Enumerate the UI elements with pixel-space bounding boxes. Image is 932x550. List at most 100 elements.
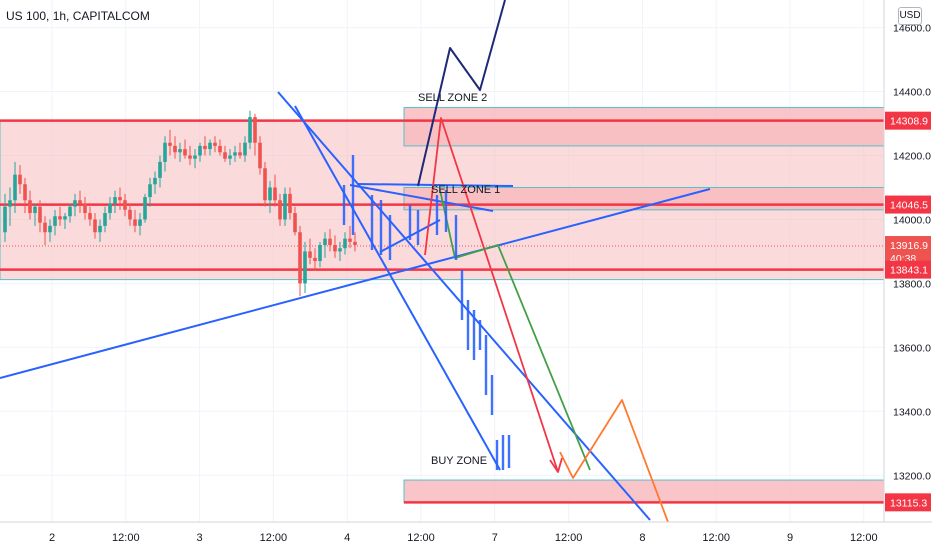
candle-body — [88, 213, 92, 220]
candle-body — [143, 197, 147, 220]
candle-body — [253, 117, 257, 143]
time-tick-label: 12:00 — [702, 532, 730, 544]
candle-body — [168, 142, 172, 146]
time-tick-label: 7 — [492, 532, 498, 544]
candle-body — [243, 142, 247, 156]
candle-body — [108, 203, 112, 214]
time-tick-label: 12:00 — [260, 532, 288, 544]
candle-body — [223, 152, 227, 159]
time-tick-label: 12:00 — [407, 532, 435, 544]
candle-body — [33, 206, 37, 214]
channel-line-upper — [277, 91, 651, 521]
candle-body — [43, 222, 47, 233]
candle-body — [303, 251, 307, 284]
candle-body — [23, 184, 27, 201]
price-tick-label: 13400.0 — [893, 406, 931, 418]
symbol-title: US 100, 1h, CAPITALCOM — [6, 9, 150, 23]
candle-body — [313, 257, 317, 262]
projection-path-orange — [559, 399, 669, 523]
candle-body — [268, 187, 272, 201]
candles-layer — [3, 110, 357, 297]
level-price-label: 13843.1 — [890, 265, 928, 277]
candle-body — [338, 248, 342, 252]
current-price-label: 13916.9 — [890, 240, 928, 252]
time-tick-label: 12:00 — [850, 532, 878, 544]
candle-body — [153, 177, 157, 185]
channel-line-lower — [294, 105, 501, 471]
price-tick-label: 14600.0 — [893, 23, 931, 35]
candle-body — [263, 168, 267, 201]
candle-body — [213, 142, 217, 146]
candle-body — [198, 145, 202, 156]
candle-body — [188, 155, 192, 159]
candle-body — [233, 152, 237, 156]
candle-body — [298, 232, 302, 284]
time-tick-label: 12:00 — [112, 532, 140, 544]
candle-body — [58, 216, 62, 220]
candle-body — [178, 149, 182, 153]
candle-body — [8, 200, 12, 207]
projection-path-red — [424, 117, 559, 473]
candle-body — [273, 187, 277, 201]
candle-body — [288, 193, 292, 214]
candle-body — [278, 200, 282, 220]
candle-body — [343, 238, 347, 249]
zone-label: SELL ZONE 2 — [418, 92, 487, 104]
candle-body — [148, 184, 152, 198]
candle-body — [218, 145, 222, 153]
candle-body — [83, 203, 87, 214]
candle-body — [18, 174, 22, 185]
candle-body — [103, 213, 107, 226]
zone-box — [403, 107, 885, 147]
level-price-tag — [885, 260, 931, 279]
candle-body — [323, 238, 327, 246]
level-price-label: 13115.3 — [890, 497, 927, 509]
time-axis-bg — [0, 522, 932, 550]
candle-body — [123, 200, 127, 210]
candle-body — [293, 213, 297, 233]
trend-line — [0, 188, 711, 379]
candle-body — [133, 219, 137, 226]
candle-body — [318, 245, 322, 262]
price-tick-label: 13600.0 — [893, 342, 931, 354]
candle-body — [193, 155, 197, 159]
level-price-tag — [885, 195, 931, 214]
candle-body — [308, 251, 312, 258]
candle-body — [328, 238, 332, 246]
triangle-line — [349, 184, 494, 212]
level-price-tag — [885, 493, 931, 512]
candle-body — [353, 241, 357, 246]
candle-body — [138, 219, 142, 226]
time-axis[interactable]: 2 12:00 3 12:00 4 12:00 7 12:00 8 12:00 9 12:00 — [0, 521, 932, 550]
candle-body — [73, 200, 77, 207]
projection-path-dark — [417, 0, 506, 187]
candle-body — [118, 197, 122, 201]
candle-body — [48, 225, 52, 233]
price-tick-label: 13800.0 — [893, 278, 931, 290]
candle-body — [248, 117, 252, 143]
candle-body — [283, 193, 287, 220]
zone-labels-layer: SELL ZONE 2 SELL ZONE 1 BUY ZONE — [418, 92, 500, 467]
candle-body — [128, 209, 132, 220]
price-tick-label: 14000.0 — [893, 214, 931, 226]
price-axis[interactable]: 13000.013200.013400.013600.013800.014000… — [883, 0, 932, 550]
level-price-label: 14308.9 — [890, 116, 928, 128]
zone-label: SELL ZONE 1 — [431, 184, 500, 196]
candle-body — [93, 219, 97, 233]
time-tick-label: 2 — [49, 532, 55, 544]
candle-body — [28, 200, 32, 214]
candle-body — [333, 245, 337, 252]
candle-body — [238, 152, 242, 156]
candle-body — [228, 155, 232, 159]
level-price-tag — [885, 111, 931, 130]
candle-body — [348, 238, 352, 242]
time-tick-label: 3 — [197, 532, 203, 544]
drawings-layer — [0, 0, 711, 523]
currency-button[interactable]: USD — [898, 7, 922, 25]
candle-body — [258, 142, 262, 169]
price-tick-label: 14400.0 — [893, 87, 931, 99]
price-tick-label: 14200.0 — [893, 150, 931, 162]
candle-body — [13, 174, 17, 201]
zones-layer — [0, 107, 885, 504]
